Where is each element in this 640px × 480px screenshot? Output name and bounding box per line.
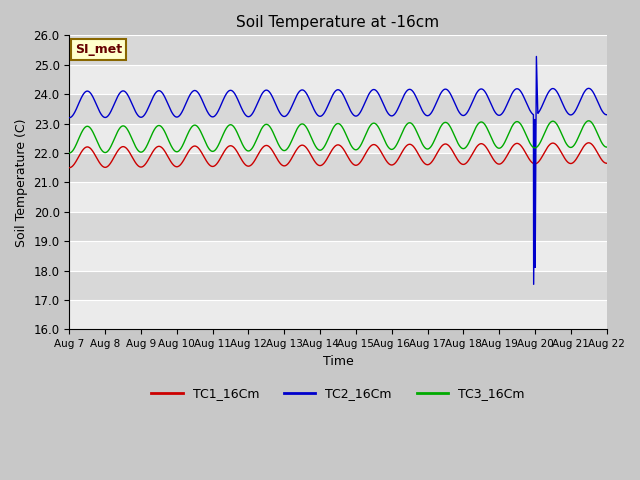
TC2_16Cm <box>365 91 372 97</box>
TC3_16Cm <box>494 145 502 151</box>
Bar <box>69 300 607 329</box>
Bar <box>69 36 607 65</box>
Y-axis label: Soil Temperature (C): Soil Temperature (C) <box>15 118 28 247</box>
TC2_16Cm <box>353 113 361 119</box>
TC3_16Cm <box>215 141 223 146</box>
TC2_16Cm <box>571 109 579 115</box>
TC1_16Cm <box>365 145 372 151</box>
TC2_16Cm <box>603 112 611 118</box>
Bar <box>69 65 607 94</box>
TC1_16Cm <box>215 157 223 163</box>
TC1_16Cm <box>585 140 593 146</box>
Bar <box>69 153 607 182</box>
Bar <box>69 94 607 123</box>
X-axis label: Time: Time <box>323 355 353 368</box>
Bar <box>69 271 607 300</box>
TC3_16Cm <box>603 144 611 150</box>
Bar <box>69 212 607 241</box>
TC2_16Cm <box>215 106 223 112</box>
Legend: TC1_16Cm, TC2_16Cm, TC3_16Cm: TC1_16Cm, TC2_16Cm, TC3_16Cm <box>147 383 530 406</box>
Line: TC2_16Cm: TC2_16Cm <box>69 57 607 284</box>
TC3_16Cm <box>585 118 593 124</box>
Bar <box>69 123 607 153</box>
TC2_16Cm <box>556 94 563 99</box>
TC1_16Cm <box>570 159 578 165</box>
TC3_16Cm <box>556 125 563 131</box>
TC2_16Cm <box>532 54 540 60</box>
TC1_16Cm <box>494 161 502 167</box>
TC3_16Cm <box>365 125 372 131</box>
TC1_16Cm <box>65 165 73 170</box>
TC2_16Cm <box>65 115 73 120</box>
TC1_16Cm <box>603 160 611 166</box>
TC3_16Cm <box>570 143 578 148</box>
TC2_16Cm <box>530 281 538 287</box>
TC1_16Cm <box>556 145 563 151</box>
Bar <box>69 241 607 271</box>
Bar <box>69 182 607 212</box>
TC3_16Cm <box>65 150 73 156</box>
Title: Soil Temperature at -16cm: Soil Temperature at -16cm <box>236 15 440 30</box>
Line: TC1_16Cm: TC1_16Cm <box>69 143 607 168</box>
TC1_16Cm <box>353 162 361 168</box>
Text: SI_met: SI_met <box>75 43 122 56</box>
TC3_16Cm <box>353 146 361 152</box>
TC2_16Cm <box>494 112 502 118</box>
Line: TC3_16Cm: TC3_16Cm <box>69 121 607 153</box>
